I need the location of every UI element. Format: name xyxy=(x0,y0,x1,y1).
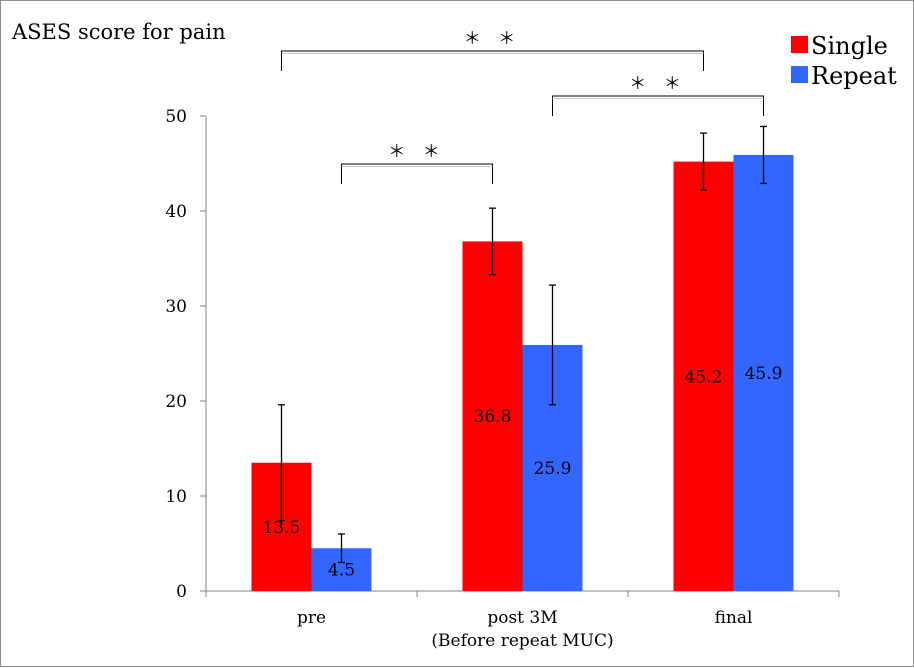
data-label-single-pre: 13.5 xyxy=(263,518,301,538)
significance-brackets: ＊ ＊ ＊ ＊ ＊ ＊ xyxy=(281,29,764,184)
legend-label-repeat: Repeat xyxy=(811,62,897,90)
data-label-repeat-post-3m: 25.9 xyxy=(534,459,572,479)
y-ticks: 0 10 20 30 40 50 xyxy=(165,107,206,602)
bars xyxy=(251,154,794,591)
bar-single-final xyxy=(673,161,734,591)
y-tick-label: 10 xyxy=(165,487,187,507)
x-tick-sublabel: (Before repeat MUC) xyxy=(431,631,613,651)
data-label-single-final: 45.2 xyxy=(685,367,723,387)
x-tick-label-post-3m: post 3M xyxy=(487,608,557,628)
bar-repeat-final xyxy=(733,154,794,591)
error-bar-single-pre xyxy=(278,404,285,522)
significance-bracket-post-3m-final: ＊ ＊ xyxy=(552,74,764,116)
x-tick-label-final: final xyxy=(715,608,753,628)
y-tick-label: 20 xyxy=(165,392,187,412)
bar-single-post-3m xyxy=(462,241,523,591)
significance-bracket-pre-post-3m: ＊ ＊ xyxy=(341,142,493,184)
significance-bracket-pre-final: ＊ ＊ xyxy=(281,29,704,71)
legend-label-single: Single xyxy=(811,32,888,60)
data-label-repeat-pre: 4.5 xyxy=(328,561,355,581)
x-tick-label-pre: pre xyxy=(297,608,326,628)
chart-title: ASES score for pain xyxy=(11,20,226,44)
legend: Single Repeat xyxy=(791,32,897,90)
y-tick-label: 50 xyxy=(165,107,187,127)
legend-swatch-single xyxy=(791,36,808,53)
error-bars xyxy=(278,125,767,564)
y-tick-label: 0 xyxy=(176,582,187,602)
error-bar-single-post-3m xyxy=(489,207,496,276)
significance-label: ＊ ＊ xyxy=(464,29,521,49)
x-ticks: pre post 3M (Before repeat MUC) final xyxy=(205,591,840,651)
significance-label: ＊ ＊ xyxy=(629,74,686,94)
y-tick-label: 30 xyxy=(165,297,187,317)
y-tick-label: 40 xyxy=(165,202,187,222)
error-bar-repeat-final xyxy=(760,125,767,185)
significance-label: ＊ ＊ xyxy=(388,142,445,162)
error-bar-repeat-pre xyxy=(338,533,345,564)
data-label-repeat-final: 45.9 xyxy=(745,364,783,384)
error-bar-repeat-post-3m xyxy=(549,284,556,406)
legend-swatch-repeat xyxy=(791,66,808,83)
data-labels: 13.5 36.8 45.2 4.5 25.9 45.9 xyxy=(263,364,783,581)
error-bar-single-final xyxy=(700,132,707,191)
data-label-single-post-3m: 36.8 xyxy=(474,407,512,427)
